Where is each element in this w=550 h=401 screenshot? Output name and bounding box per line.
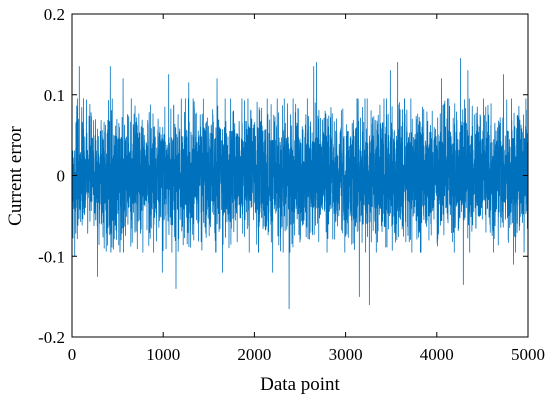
x-tick-label: 2000: [237, 345, 271, 364]
y-tick-label: 0.2: [44, 5, 65, 24]
x-tick-label: 5000: [511, 345, 545, 364]
y-axis-title: Current error: [5, 125, 26, 225]
x-tick-label: 0: [68, 345, 77, 364]
plot-area: [71, 13, 529, 338]
x-tick-label: 4000: [420, 345, 454, 364]
x-tick-label: 3000: [329, 345, 363, 364]
ticks-group: 0 1000 2000 3000 4000 5000 -0.2 -0.1 0 0.1 0.2: [38, 5, 545, 364]
x-tick-label: 1000: [146, 345, 180, 364]
y-tick-label: -0.1: [38, 247, 65, 266]
x-axis-title: Data point: [260, 374, 340, 395]
y-tick-label: 0.1: [44, 86, 65, 105]
y-tick-label: -0.2: [38, 328, 65, 347]
series-current-error: [71, 58, 529, 310]
series-line: [71, 58, 529, 310]
y-tick-label: 0: [57, 167, 66, 186]
